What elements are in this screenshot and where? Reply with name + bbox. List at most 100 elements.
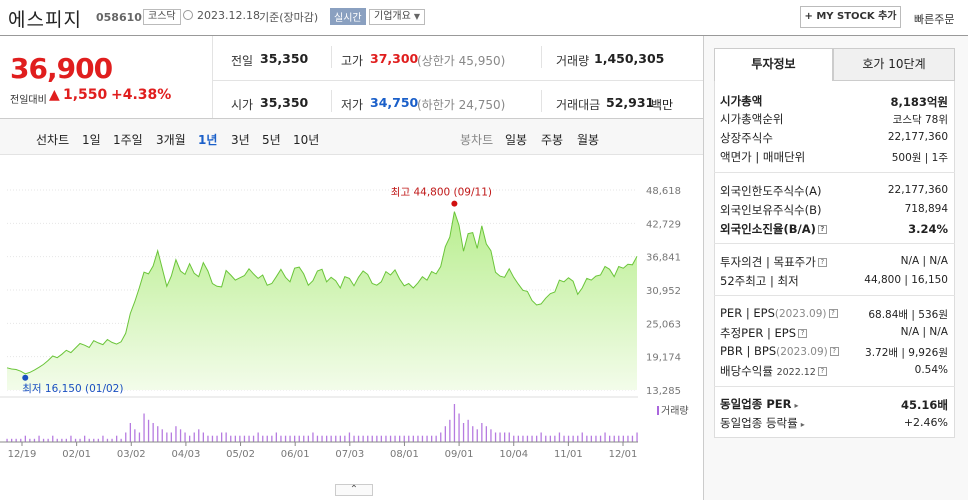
volume-bar (61, 438, 63, 442)
col-divider (331, 46, 332, 68)
mystock-button[interactable]: + MY STOCK 추가 (800, 6, 901, 28)
volume-bar (280, 435, 282, 442)
x-tick-label: 08/01 (390, 449, 419, 460)
period-10y[interactable]: 10년 (293, 133, 320, 147)
volume-bar (271, 435, 273, 442)
volume-bar (243, 435, 246, 442)
volume-bar (216, 435, 218, 442)
market-cap-label: 시가총액 (720, 94, 763, 108)
low-annotation: 최저 16,150 (01/02) (22, 383, 123, 395)
low-value: 34,750 (370, 95, 419, 110)
volume-bar (458, 413, 460, 442)
volume-bar (321, 435, 323, 442)
price-chart[interactable]: 48,618 42,729 36,841 30,952 25,063 19,174 13,2… (0, 160, 703, 490)
summary-divider (0, 118, 703, 119)
volume-bar (202, 432, 204, 442)
y-tick-label: 42,729 (646, 219, 681, 230)
y-tick-label: 25,063 (646, 319, 681, 330)
company-info-button[interactable]: 기업개요 ▼ (369, 9, 425, 25)
est-per-value: N/A | N/A (900, 326, 948, 338)
volume-bar (29, 438, 31, 442)
volume-bar (70, 435, 72, 442)
volume-bar (79, 438, 81, 442)
par-value-label: 액면가 | 매매단위 (720, 150, 806, 164)
prev-value: 35,350 (260, 51, 309, 66)
quick-order-button[interactable]: 빠른주문 (914, 13, 955, 26)
x-tick-label: 05/02 (226, 449, 255, 460)
realtime-badge[interactable]: 실시간 (330, 8, 366, 25)
help-icon[interactable]: ? (817, 225, 827, 234)
volume-bar (362, 435, 364, 442)
low-marker (22, 374, 29, 381)
y-tick-label: 30,952 (646, 286, 681, 297)
volume-bar (102, 435, 104, 442)
collapse-button[interactable]: ⌃ (335, 484, 373, 496)
week52-value: 44,800 | 16,150 (864, 274, 948, 286)
x-tick-label: 12/19 (8, 449, 37, 460)
tab-order-book[interactable]: 호가 10단계 (833, 48, 955, 81)
help-icon[interactable]: ? (828, 309, 838, 318)
current-price: 36,900 (10, 52, 113, 85)
volume-bar (545, 435, 547, 442)
tabs-divider (0, 154, 703, 155)
volume-bar (326, 435, 328, 442)
market-cap-rank-label: 시가총액순위 (720, 112, 784, 126)
par-value-value: 500원 | 1주 (891, 152, 948, 164)
price-change: 1,550 (63, 87, 108, 103)
industry-change-label[interactable]: 동일업종 등락률 ▸ (720, 415, 805, 431)
volume-bar (494, 432, 497, 442)
volume-bar (563, 435, 565, 442)
volume-bar (339, 435, 341, 442)
volume-bar (147, 419, 150, 442)
right-panel-body (714, 81, 955, 437)
candle-chart-tab[interactable]: 봉차트 (460, 133, 494, 147)
row-divider (213, 80, 703, 81)
period-3y[interactable]: 3년 (231, 133, 250, 147)
volume-bar (221, 432, 223, 442)
volume-bar (453, 404, 456, 442)
x-tick-label: 06/01 (281, 449, 310, 460)
upper-limit: (상한가 45,950) (417, 54, 506, 68)
help-icon[interactable]: ? (817, 367, 827, 376)
volume-bar (134, 429, 136, 442)
volume-bar (604, 432, 606, 442)
candle-daily[interactable]: 일봉 (505, 133, 528, 147)
period-1w[interactable]: 1주일 (113, 133, 143, 147)
help-icon[interactable]: ? (798, 329, 808, 338)
volume-bar (389, 435, 392, 442)
industry-per-label[interactable]: 동일업종 PER ▸ (720, 396, 798, 412)
help-icon[interactable]: ? (817, 258, 827, 267)
volume-bar (97, 438, 99, 442)
candle-monthly[interactable]: 월봉 (577, 133, 600, 147)
volume-bar (385, 435, 387, 442)
volume-bar (481, 423, 483, 442)
volume-bar (508, 432, 510, 442)
volume-bar (262, 435, 264, 442)
volume-bar (549, 435, 551, 442)
chevron-up-icon: ⌃ (349, 484, 359, 495)
volume-bar (380, 435, 382, 442)
volume-bar (581, 432, 583, 442)
period-3m[interactable]: 3개월 (156, 133, 186, 147)
dividend-text: 배당수익률 (720, 364, 773, 378)
period-5y[interactable]: 5년 (262, 133, 281, 147)
period-1y[interactable]: 1년 (198, 133, 218, 147)
period-1d[interactable]: 1일 (82, 133, 101, 147)
volume-bar (376, 435, 378, 442)
help-icon[interactable]: ? (829, 347, 839, 356)
dividend-label: 배당수익률 2022.12? (720, 363, 827, 379)
clock-icon (183, 10, 193, 20)
change-label: 전일대비 (10, 95, 47, 106)
foreign-hold-label: 외국인보유주식수(B) (720, 203, 822, 217)
industry-per-text: 동일업종 PER (720, 397, 792, 411)
volume-bar (74, 438, 77, 442)
volume-bar (207, 435, 209, 442)
volume-bar (440, 432, 442, 442)
arrow-right-icon: ▸ (800, 420, 805, 429)
candle-weekly[interactable]: 주봉 (541, 133, 564, 147)
line-chart-tab[interactable]: 선차트 (36, 133, 70, 147)
volume-bar (499, 432, 501, 442)
per-date: (2023.09) (774, 308, 827, 320)
tab-invest-info[interactable]: 투자정보 (714, 48, 833, 81)
volume-bar (444, 426, 446, 442)
